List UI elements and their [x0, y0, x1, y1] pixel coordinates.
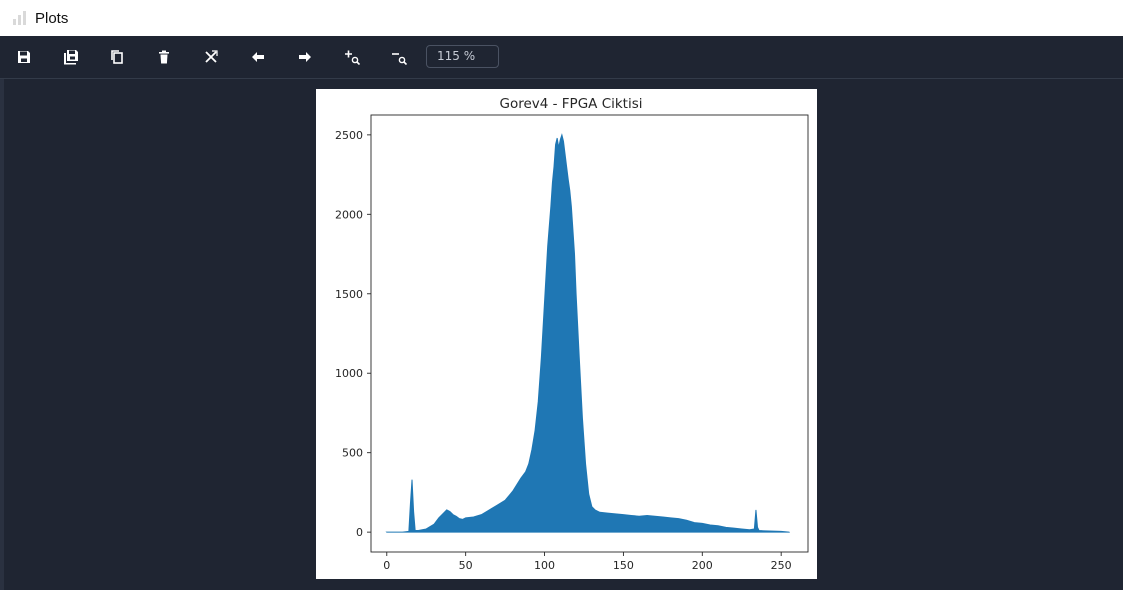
- y-tick-label: 1000: [335, 367, 363, 380]
- y-tick-label: 2000: [335, 208, 363, 221]
- arrow-right-icon: [299, 52, 311, 62]
- plots-app-icon: [13, 11, 29, 25]
- x-tick-label: 50: [459, 559, 473, 572]
- zoom-in-icon: [345, 50, 360, 65]
- plot-image: Gorev4 - FPGA Ciktisi 0 50 100 150 200 250 0 50…: [316, 89, 817, 579]
- save-button[interactable]: [13, 46, 35, 68]
- x-tick-label: 150: [613, 559, 634, 572]
- plot-axes-frame: [370, 114, 809, 553]
- delete-all-button[interactable]: [200, 46, 222, 68]
- panel-left-edge: [0, 79, 4, 590]
- histogram-series-0: [385, 133, 790, 533]
- previous-plot-button[interactable]: [247, 46, 269, 68]
- zoom-level-field[interactable]: 115 %: [426, 45, 499, 68]
- chart-title: Gorev4 - FPGA Ciktisi: [499, 96, 642, 112]
- next-plot-button[interactable]: [294, 46, 316, 68]
- copy-icon: [111, 50, 123, 64]
- x-tick-label: 100: [534, 559, 555, 572]
- close-all-icon: [205, 50, 218, 63]
- delete-button[interactable]: [153, 46, 175, 68]
- save-all-icon: [64, 50, 78, 65]
- title-bar: Plots: [0, 0, 1123, 36]
- copy-button[interactable]: [106, 46, 128, 68]
- y-tick-label: 0: [356, 526, 363, 539]
- y-tick-label: 500: [342, 447, 363, 460]
- save-icon: [18, 51, 30, 63]
- zoom-out-icon: [392, 53, 407, 65]
- histogram-chart: Gorev4 - FPGA Ciktisi 0 50 100 150 200 250050…: [335, 96, 809, 572]
- x-tick-label: 200: [692, 559, 713, 572]
- x-tick-label: 0: [383, 559, 390, 572]
- arrow-left-icon: [252, 52, 264, 62]
- y-tick-label: 2500: [335, 129, 363, 142]
- zoom-out-button[interactable]: [388, 46, 410, 68]
- plots-toolbar: 115 %: [0, 36, 1123, 79]
- y-tick-label: 1500: [335, 288, 363, 301]
- window-title: Plots: [35, 9, 69, 27]
- zoom-in-button[interactable]: [341, 46, 363, 68]
- x-tick-label: 250: [771, 559, 792, 572]
- trash-icon: [159, 50, 169, 64]
- save-all-button[interactable]: [60, 46, 82, 68]
